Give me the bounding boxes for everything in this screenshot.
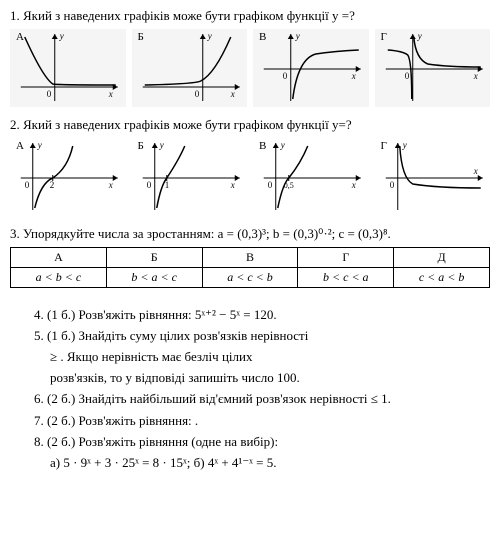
question-5-line1: 5. (1 б.) Знайдіть суму цілих розв'язків… <box>10 327 490 345</box>
svg-text:y: y <box>158 140 163 150</box>
svg-text:y: y <box>280 140 285 150</box>
svg-text:0: 0 <box>268 180 273 190</box>
svg-text:x: x <box>108 180 113 190</box>
graph-label: Г <box>381 31 387 43</box>
graph-label: Г <box>381 140 387 152</box>
q2-graph-a: А 0 2 x y <box>10 138 126 216</box>
graph-box: 0 x y <box>253 29 369 107</box>
svg-text:0: 0 <box>25 180 30 190</box>
question-8-line1: 8. (2 б.) Розв'яжіть рівняння (одне на в… <box>10 433 490 451</box>
q1-graph-g: Г 0 x y <box>375 29 491 107</box>
svg-text:x: x <box>229 89 234 99</box>
q1-graph-v: В 0 x y <box>253 29 369 107</box>
svg-text:0: 0 <box>47 89 52 99</box>
graph-box: 0 0,5 x y <box>253 138 369 216</box>
q1-text: 1. Який з наведених графіків може бути г… <box>10 8 490 25</box>
question-1: 1. Який з наведених графіків може бути г… <box>10 8 490 107</box>
table-row: a < b < c b < a < c a < c < b b < c < a … <box>11 267 490 287</box>
question-4: 4. (1 б.) Розв'яжіть рівняння: 5ˣ⁺² − 5ˣ… <box>10 306 490 324</box>
graph-label: А <box>16 31 24 43</box>
graph-label: В <box>259 31 266 43</box>
graph-box: 0 x y <box>10 29 126 107</box>
svg-text:y: y <box>59 31 64 41</box>
svg-text:2: 2 <box>50 180 55 190</box>
graph-box: 0 2 x y <box>10 138 126 216</box>
q2-graphs: А 0 2 x y Б <box>10 138 490 216</box>
svg-text:x: x <box>472 166 477 176</box>
graph-label: Б <box>138 140 144 152</box>
graph-box: 0 x y <box>375 29 491 107</box>
table-cell: b < a < c <box>106 267 202 287</box>
svg-text:0: 0 <box>146 180 151 190</box>
table-cell: b < c < a <box>298 267 394 287</box>
q2-graph-g: Г 0 x y <box>375 138 491 216</box>
svg-text:0: 0 <box>389 180 394 190</box>
svg-text:1: 1 <box>164 180 169 190</box>
svg-text:y: y <box>416 31 421 41</box>
q1-graphs: А 0 x y Б <box>10 29 490 107</box>
question-7: 7. (2 б.) Розв'яжіть рівняння: . <box>10 412 490 430</box>
table-cell: a < b < c <box>11 267 107 287</box>
svg-text:x: x <box>351 180 356 190</box>
table-header: А <box>11 247 107 267</box>
table-header: Г <box>298 247 394 267</box>
table-header: Б <box>106 247 202 267</box>
q1-graph-a: А 0 x y <box>10 29 126 107</box>
question-6: 6. (2 б.) Знайдіть найбільший від'ємний … <box>10 390 490 408</box>
question-3: 3. Упорядкуйте числа за зростанням: a = … <box>10 226 490 288</box>
graph-label: Б <box>138 31 144 43</box>
svg-text:x: x <box>229 180 234 190</box>
graph-box: 0 x y <box>132 29 248 107</box>
question-2: 2. Який з наведених графіків може бути г… <box>10 117 490 216</box>
table-header: В <box>202 247 298 267</box>
graph-box: 0 x y <box>375 138 491 216</box>
svg-text:y: y <box>37 140 42 150</box>
svg-text:0: 0 <box>194 89 199 99</box>
question-8-line2: а) 5 · 9ˣ + 3 · 25ˣ = 8 · 15ˣ; б) 4ˣ + 4… <box>10 454 490 472</box>
graph-label: В <box>259 140 266 152</box>
svg-text:x: x <box>351 71 356 81</box>
table-header-row: А Б В Г Д <box>11 247 490 267</box>
q2-graph-b: Б 0 1 x y <box>132 138 248 216</box>
svg-text:0: 0 <box>283 71 288 81</box>
q3-table: А Б В Г Д a < b < c b < a < c a < c < b … <box>10 247 490 288</box>
q2-text: 2. Який з наведених графіків може бути г… <box>10 117 490 134</box>
svg-text:y: y <box>206 31 211 41</box>
graph-box: 0 1 x y <box>132 138 248 216</box>
table-cell: a < c < b <box>202 267 298 287</box>
svg-text:y: y <box>401 140 406 150</box>
svg-text:0: 0 <box>404 71 409 81</box>
q2-graph-v: В 0 0,5 x y <box>253 138 369 216</box>
table-cell: c < a < b <box>394 267 490 287</box>
question-5-line2: ≥ . Якщо нерівність має безліч цілих <box>10 348 490 366</box>
question-5-line3: розв'язків, то у відповіді запишіть числ… <box>10 369 490 387</box>
svg-text:y: y <box>295 31 300 41</box>
svg-text:x: x <box>472 71 477 81</box>
svg-text:x: x <box>108 89 113 99</box>
q3-text: 3. Упорядкуйте числа за зростанням: a = … <box>10 226 490 243</box>
graph-label: А <box>16 140 24 152</box>
q1-graph-b: Б 0 x y <box>132 29 248 107</box>
table-header: Д <box>394 247 490 267</box>
